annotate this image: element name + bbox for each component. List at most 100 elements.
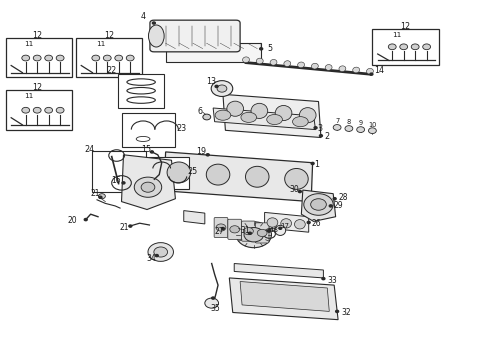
Circle shape	[411, 44, 419, 50]
Circle shape	[154, 247, 168, 257]
Text: 3: 3	[318, 125, 322, 134]
FancyBboxPatch shape	[6, 90, 72, 130]
FancyBboxPatch shape	[118, 74, 164, 108]
Text: 15: 15	[141, 145, 151, 154]
Polygon shape	[213, 108, 316, 130]
FancyBboxPatch shape	[228, 219, 242, 239]
Polygon shape	[122, 155, 175, 210]
Text: 10: 10	[368, 122, 377, 127]
Circle shape	[148, 243, 173, 261]
FancyBboxPatch shape	[122, 113, 175, 147]
Circle shape	[260, 48, 263, 50]
Text: 35: 35	[211, 305, 220, 313]
Text: 27: 27	[215, 227, 224, 236]
Text: 21: 21	[120, 223, 129, 232]
Circle shape	[368, 128, 376, 134]
Text: 30: 30	[289, 185, 299, 194]
Circle shape	[236, 222, 271, 248]
FancyBboxPatch shape	[372, 29, 439, 65]
Circle shape	[141, 182, 155, 192]
Text: 8: 8	[347, 120, 351, 125]
Circle shape	[336, 310, 339, 312]
Ellipse shape	[227, 101, 244, 116]
Circle shape	[129, 225, 132, 227]
Ellipse shape	[267, 218, 278, 227]
Circle shape	[322, 278, 325, 280]
Circle shape	[221, 228, 224, 230]
Circle shape	[56, 107, 64, 113]
Circle shape	[244, 228, 264, 242]
Circle shape	[230, 226, 240, 233]
Circle shape	[126, 55, 134, 61]
Text: 25: 25	[187, 167, 197, 176]
Text: 11: 11	[24, 94, 33, 99]
Ellipse shape	[285, 168, 308, 189]
Polygon shape	[240, 282, 329, 311]
Circle shape	[84, 219, 87, 221]
Ellipse shape	[299, 108, 316, 123]
FancyBboxPatch shape	[242, 221, 255, 241]
Ellipse shape	[297, 62, 304, 68]
Circle shape	[217, 85, 227, 92]
Text: 5: 5	[268, 44, 272, 53]
Ellipse shape	[267, 114, 282, 125]
Ellipse shape	[251, 103, 268, 118]
Circle shape	[134, 177, 162, 197]
Text: 26: 26	[312, 219, 321, 228]
FancyBboxPatch shape	[214, 217, 228, 238]
Text: 13: 13	[206, 77, 216, 86]
Circle shape	[33, 107, 41, 113]
Ellipse shape	[275, 225, 286, 235]
Circle shape	[314, 127, 317, 129]
FancyBboxPatch shape	[76, 38, 142, 77]
Circle shape	[345, 126, 353, 131]
Text: 21: 21	[91, 189, 100, 198]
Circle shape	[216, 224, 226, 231]
Text: 32: 32	[341, 308, 351, 317]
FancyBboxPatch shape	[150, 20, 240, 52]
Circle shape	[333, 125, 341, 130]
Polygon shape	[184, 211, 205, 224]
Ellipse shape	[367, 68, 373, 74]
Circle shape	[22, 55, 30, 61]
Ellipse shape	[241, 112, 257, 122]
Circle shape	[206, 154, 209, 156]
Text: 22: 22	[107, 66, 117, 76]
Circle shape	[319, 135, 322, 137]
Polygon shape	[265, 212, 309, 232]
Text: 16: 16	[111, 176, 121, 185]
Circle shape	[248, 232, 251, 234]
Text: 2: 2	[324, 132, 329, 141]
Circle shape	[56, 55, 64, 61]
Circle shape	[279, 227, 282, 229]
Circle shape	[329, 205, 332, 207]
Circle shape	[388, 44, 396, 50]
Text: 33: 33	[327, 276, 337, 284]
FancyBboxPatch shape	[149, 157, 189, 189]
Ellipse shape	[245, 166, 269, 187]
Ellipse shape	[293, 117, 308, 127]
Text: 12: 12	[400, 22, 410, 31]
Circle shape	[33, 55, 41, 61]
Text: 19: 19	[196, 148, 206, 157]
Text: 34: 34	[146, 254, 156, 263]
Circle shape	[215, 85, 218, 87]
Circle shape	[298, 190, 301, 193]
Circle shape	[150, 151, 153, 153]
Text: 23: 23	[176, 124, 186, 133]
Circle shape	[370, 73, 373, 75]
Circle shape	[311, 199, 326, 210]
Circle shape	[98, 194, 105, 199]
Ellipse shape	[270, 59, 277, 65]
Ellipse shape	[243, 57, 249, 63]
Circle shape	[155, 255, 158, 257]
Circle shape	[92, 55, 100, 61]
Circle shape	[45, 55, 52, 61]
Ellipse shape	[294, 220, 305, 229]
Text: 14: 14	[374, 66, 384, 75]
Text: 28: 28	[338, 193, 347, 202]
Circle shape	[244, 228, 253, 235]
Text: 11: 11	[96, 41, 105, 47]
Ellipse shape	[281, 219, 292, 228]
Polygon shape	[229, 278, 338, 320]
